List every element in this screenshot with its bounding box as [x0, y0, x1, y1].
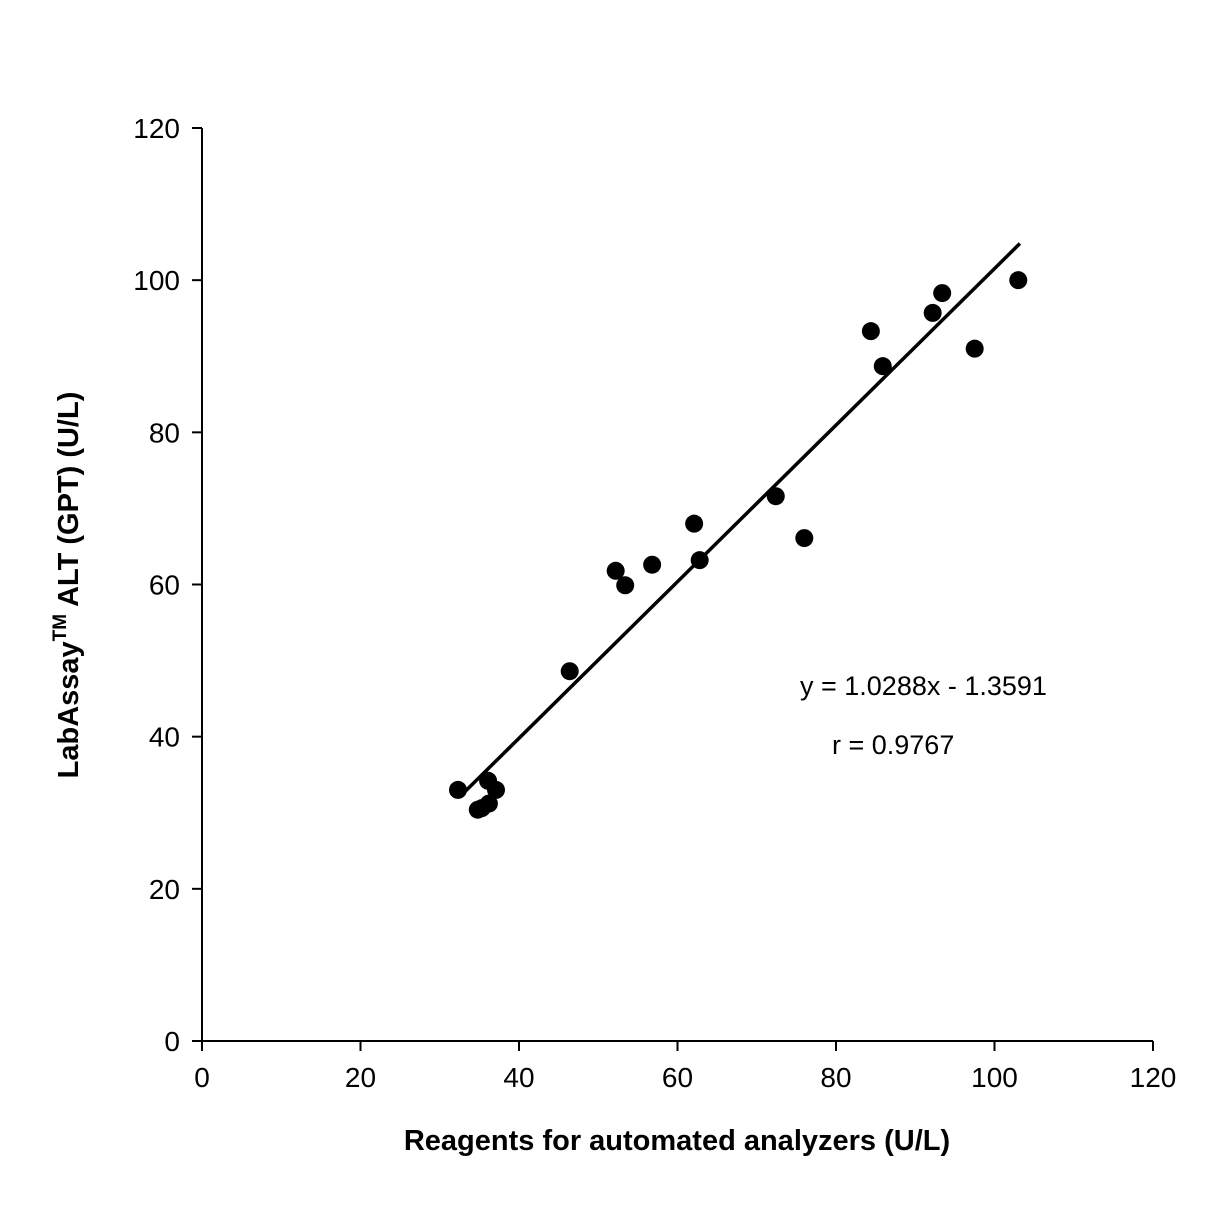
y-tick-label: 120	[133, 113, 180, 144]
data-point	[479, 794, 498, 813]
data-point	[923, 303, 942, 322]
x-tick-label: 100	[971, 1062, 1018, 1093]
data-point	[933, 284, 952, 303]
x-tick-label: 40	[503, 1062, 534, 1093]
y-tick-label: 100	[133, 265, 180, 296]
x-tick-label: 0	[194, 1062, 210, 1093]
data-point	[795, 529, 814, 548]
data-point	[643, 555, 662, 574]
trend-line	[462, 242, 1022, 795]
x-ticks: 0 20 40 60 80 100 120	[194, 1041, 1176, 1093]
data-point	[616, 576, 635, 595]
data-point	[685, 514, 704, 533]
data-point	[690, 551, 709, 570]
y-axis-label: LabAssayTM ALT (GPT) (U/L)	[50, 392, 85, 779]
x-tick-label: 60	[662, 1062, 693, 1093]
x-tick-label: 20	[345, 1062, 376, 1093]
y-tick-label: 0	[164, 1026, 180, 1057]
y-tick-label: 40	[149, 722, 180, 753]
data-point	[560, 662, 579, 681]
y-tick-label: 20	[149, 874, 180, 905]
data-point	[873, 357, 892, 376]
y-label-sup: TM	[50, 614, 71, 641]
x-axis-label: Reagents for automated analyzers (U/L)	[404, 1125, 950, 1157]
data-points	[448, 271, 1028, 819]
data-point	[487, 780, 506, 799]
y-tick-label: 60	[149, 570, 180, 601]
data-point	[766, 487, 785, 506]
data-point	[1009, 271, 1028, 290]
y-label-main: LabAssay	[53, 641, 85, 778]
r-label: r = 0.9767	[832, 730, 954, 760]
x-tick-label: 120	[1130, 1062, 1177, 1093]
x-tick-label: 80	[820, 1062, 851, 1093]
y-ticks: 0 20 40 60 80 100 120	[133, 113, 202, 1057]
equation-label: y = 1.0288x - 1.3591	[800, 671, 1047, 701]
data-point	[606, 561, 625, 580]
data-point	[448, 780, 467, 799]
data-point	[861, 322, 880, 341]
y-tick-label: 80	[149, 417, 180, 448]
axes	[201, 128, 1153, 1042]
data-point	[965, 339, 984, 358]
y-label-rest: ALT (GPT) (U/L)	[53, 392, 85, 614]
